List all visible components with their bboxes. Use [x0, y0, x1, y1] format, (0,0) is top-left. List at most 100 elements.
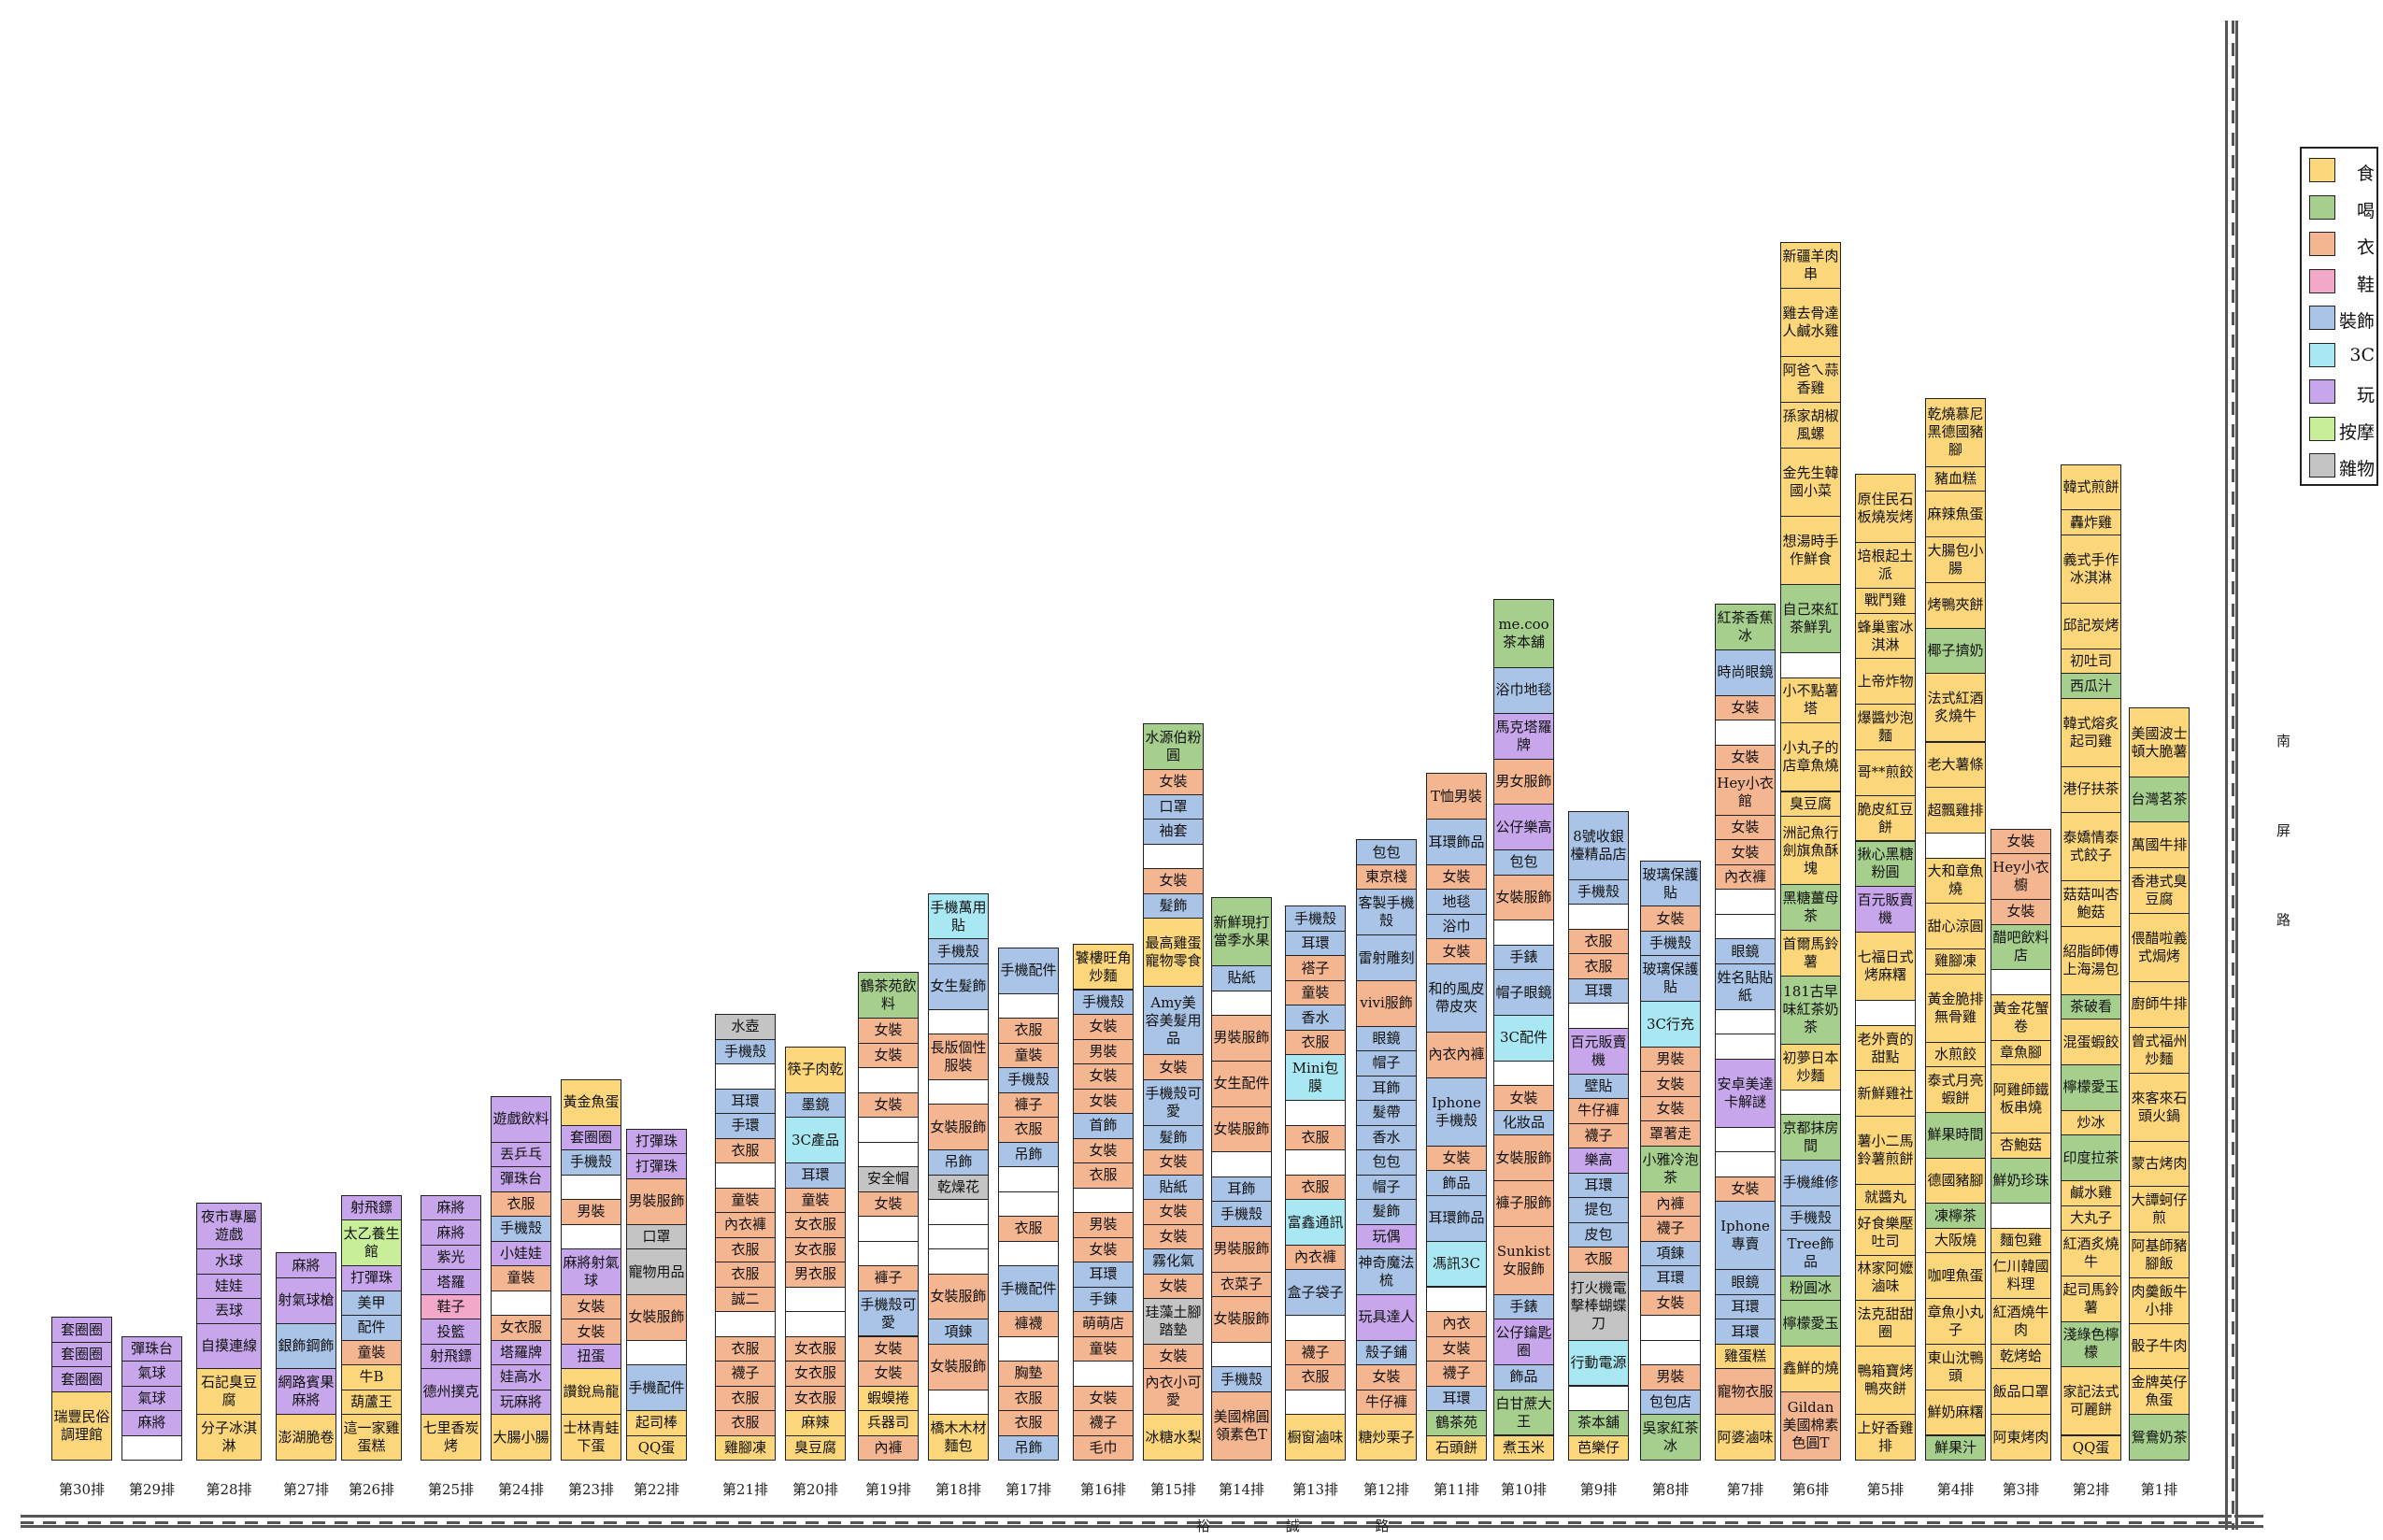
row-label: 第24排: [497, 1481, 545, 1498]
stall-cell: 椰子擠奶: [1925, 627, 1986, 675]
stall-cell: 香港式臭豆腐: [2129, 867, 2190, 914]
stall-cell: [1568, 904, 1629, 930]
stall-cell: 耳環: [785, 1162, 846, 1189]
stall-cell: [561, 1174, 621, 1201]
stall-cell: 轟炸雞: [2061, 509, 2121, 535]
stall-cell: 鶴茶苑: [1426, 1410, 1487, 1436]
stall-cell: 兵器司: [858, 1410, 919, 1436]
stall-cell: 手機配件: [626, 1364, 687, 1411]
stall-cell: 雞腳凍: [715, 1434, 776, 1461]
stall-cell: 童裝: [1073, 1335, 1134, 1362]
stall-cell: 男裝服飾: [1211, 1015, 1272, 1062]
stall-cell: [1211, 990, 1272, 1017]
stall-cell: 手錶: [1493, 1293, 1554, 1320]
stall-cell: 大腸小腸: [491, 1414, 551, 1461]
row-label: 第26排: [348, 1481, 395, 1498]
legend-item-accessories: 裝飾: [2309, 302, 2376, 332]
stall-cell: 女衣服: [785, 1212, 846, 1238]
row-label: 第27排: [282, 1481, 330, 1498]
stall-cell: 阿東烤肉: [1991, 1414, 2051, 1461]
stall-cell: 女衣服: [785, 1385, 846, 1411]
stall-cell: 女裝: [561, 1293, 621, 1320]
stall-cell: 襪子: [1640, 1216, 1701, 1242]
stall-cell: 衣菜子: [1211, 1271, 1272, 1298]
stall-cell: 帽子: [1356, 1050, 1417, 1077]
stall-cell: 行動電源: [1568, 1339, 1629, 1387]
stall-cell: 鴨箱寶烤鴨夾餅: [1855, 1346, 1916, 1416]
stall-cell: Sunkist女服飾: [1493, 1225, 1554, 1295]
stall-cell: 客製手機殼: [1356, 889, 1417, 936]
stall-cell: 衣服: [1285, 1364, 1346, 1390]
stall-cell: 京都抹房間: [1780, 1114, 1841, 1161]
stall-cell: 男裝: [1640, 1046, 1701, 1073]
stall-cell: 雞腳凍: [1925, 948, 1986, 975]
stall-cell: 就醬丸: [1855, 1184, 1916, 1210]
legend-label: 衣: [2356, 237, 2375, 258]
stall-cell: 自摸連線: [196, 1322, 262, 1370]
stall-cell: 德州撲克: [421, 1368, 481, 1416]
stall-cell: [1855, 1000, 1916, 1026]
stall-cell: [491, 1290, 551, 1317]
stall-cell: 女裝: [1715, 1176, 1776, 1203]
stall-cell: 手機殼: [1211, 1366, 1272, 1392]
stall-cell: 女裝服飾: [928, 1273, 989, 1320]
stall-cell: 女衣服: [785, 1236, 846, 1262]
stall-cell: 初吐司: [2061, 648, 2121, 675]
stall-cell: 女裝: [1640, 1071, 1701, 1097]
stall-cell: 水壺: [715, 1014, 776, 1040]
stall-cell: 男裝服飾: [626, 1177, 687, 1225]
stall-cell: 手機維修: [1780, 1159, 1841, 1206]
stall-cell: 褲子服飾: [1493, 1180, 1554, 1227]
stall-cell: 紅酒炙燒牛: [2061, 1230, 2121, 1276]
stall-cell: [998, 1335, 1059, 1362]
legend-item-shoes: 鞋: [2309, 265, 2376, 295]
legend-label: 喝: [2356, 200, 2375, 221]
stall-cell: 東山沈鴨頭: [1925, 1343, 1986, 1390]
stall-cell: 小雅冷泡茶: [1640, 1145, 1701, 1192]
stall-cell: Amy美容美髮用品: [1143, 986, 1204, 1056]
stall-cell: 上帝炸物: [1855, 658, 1916, 706]
stall-cell: 女裝: [1991, 899, 2051, 925]
legend-label: 按摩: [2338, 421, 2375, 443]
stall-cell: [1211, 1151, 1272, 1177]
stall-cell: 女衣服: [491, 1315, 551, 1341]
stall-cell: 香水: [1285, 1005, 1346, 1031]
stall-cell: 襪子: [1568, 1122, 1629, 1149]
stall-cell: 套圈圈: [51, 1366, 112, 1392]
stall-cell: 手機殼: [1211, 1201, 1272, 1227]
stall-cell: 大丸子: [2061, 1205, 2121, 1232]
stall-cell: 阿雞師鐵板串燒: [1991, 1064, 2051, 1134]
stall-cell: 女裝: [1426, 1335, 1487, 1362]
stall-cell: 這一家雞蛋糕: [341, 1414, 402, 1461]
stall-cell: 芭樂仔: [1568, 1434, 1629, 1461]
stall-cell: 女裝: [858, 1042, 919, 1069]
stall-cell: [1715, 1126, 1776, 1153]
stall-cell: 打彈珠: [341, 1265, 402, 1291]
stall-cell: 西瓜汁: [2061, 673, 2121, 699]
legend-swatch: [2309, 379, 2335, 404]
stall-cell: 哥**煎餃: [1855, 749, 1916, 796]
stall-cell: 童裝: [491, 1265, 551, 1291]
stall-cell: 黃金脆排無骨雞: [1925, 973, 1986, 1043]
stall-cell: 女裝: [1715, 839, 1776, 865]
stall-cell: 女裝服飾: [1493, 1134, 1554, 1182]
stall-cell: 8號收銀檯精品店: [1568, 810, 1629, 880]
legend-label: 玩: [2356, 385, 2375, 406]
stall-cell: 爆醬炒泡麵: [1855, 704, 1916, 750]
stall-cell: 飾品: [1493, 1364, 1554, 1390]
stall-cell: [1493, 920, 1554, 946]
stall-cell: 百元販賣機: [1568, 1027, 1629, 1075]
stall-cell: 美國棉圓領素色T: [1211, 1390, 1272, 1461]
stall-cell: 化妝品: [1493, 1109, 1554, 1136]
stall-cell: 地毯: [1426, 889, 1487, 915]
row-label: 第21排: [721, 1481, 769, 1498]
stall-cell: 公仔鑰匙圈: [1493, 1319, 1554, 1366]
stall-cell: 手機殼: [491, 1216, 551, 1242]
stall-cell: 衣服: [715, 1236, 776, 1262]
stall-cell: 眼鏡: [1715, 938, 1776, 964]
legend-label: 雜物: [2338, 459, 2375, 479]
stall-cell: 章魚腳: [1991, 1039, 2051, 1066]
stall-cell: 耳環: [1073, 1262, 1134, 1288]
legend-item-food: 食: [2309, 154, 2376, 184]
stall-cell: 內衣內褲: [1426, 1032, 1487, 1078]
